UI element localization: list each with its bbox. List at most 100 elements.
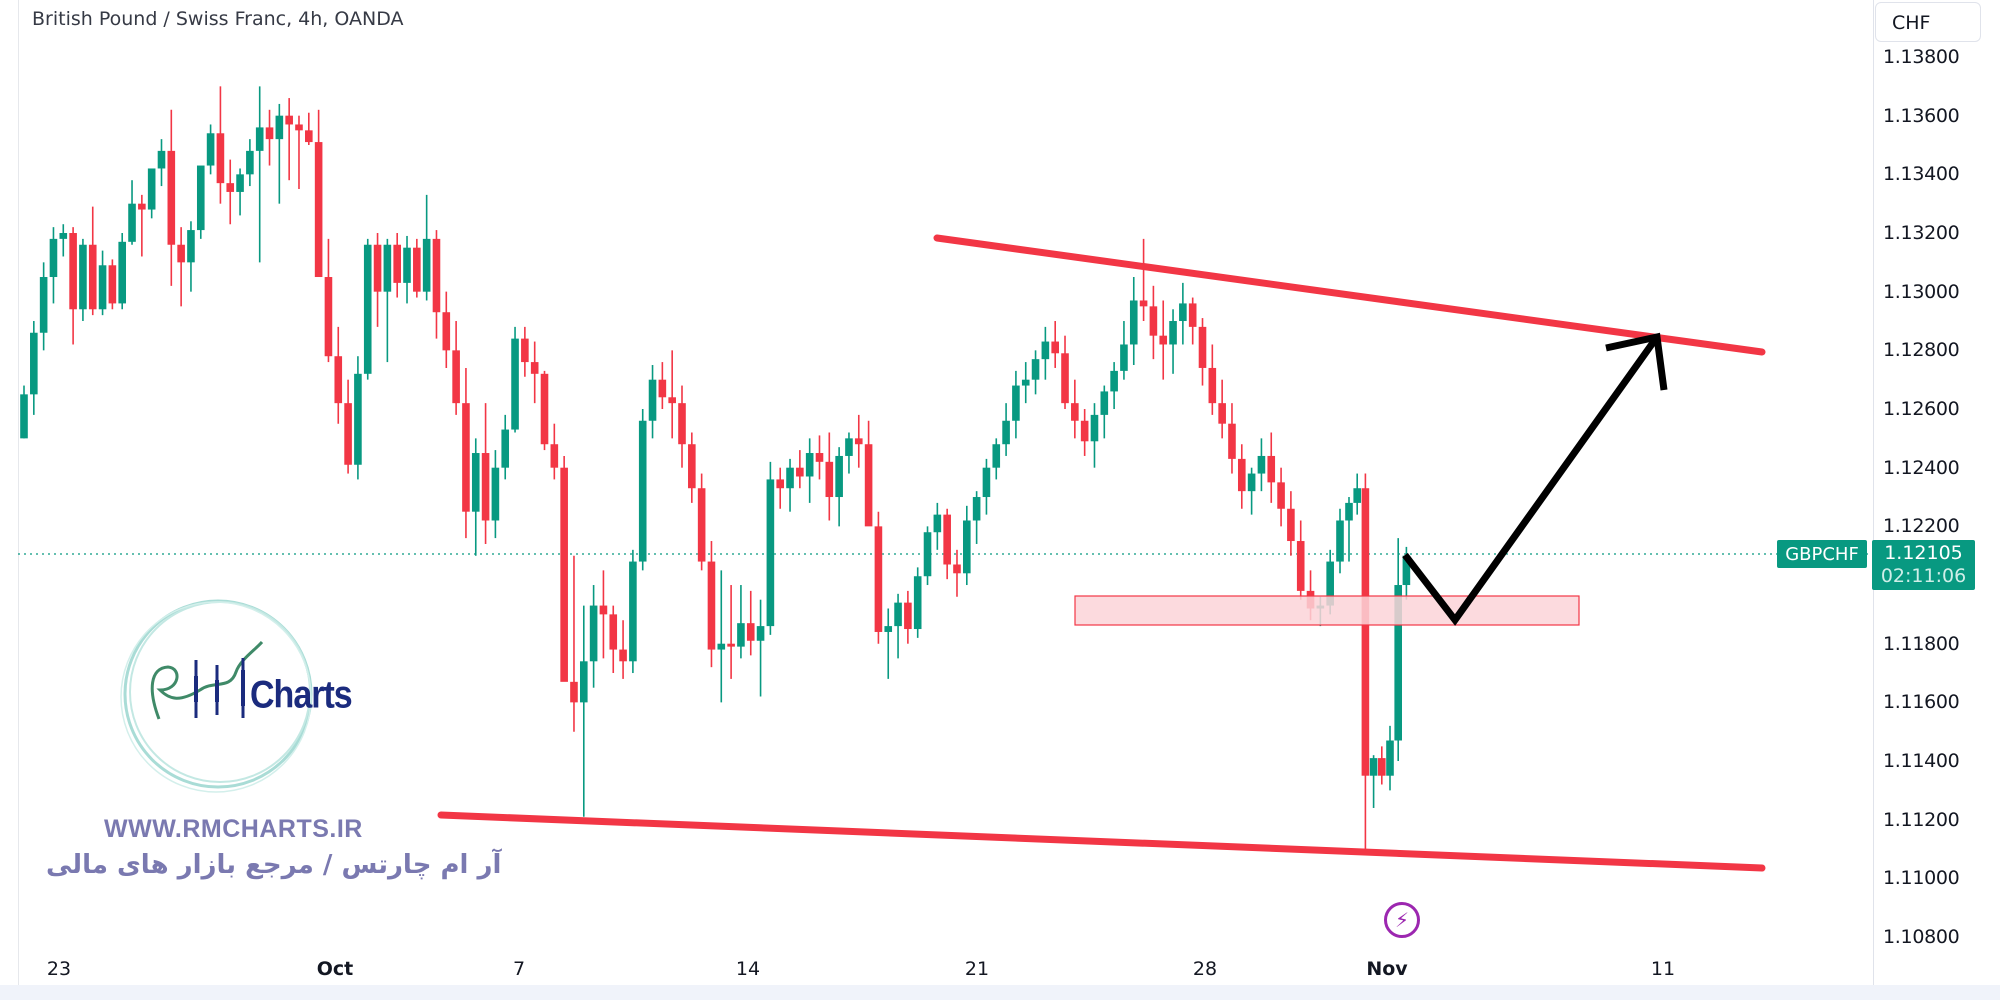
candle [560, 467, 568, 682]
candle [1179, 303, 1187, 322]
support-trendline[interactable] [437, 811, 1766, 872]
candle [1218, 403, 1226, 424]
candle [432, 238, 441, 313]
candle [1237, 458, 1246, 492]
time-tick: 28 [1192, 958, 1218, 980]
candle [805, 453, 814, 477]
candle [481, 453, 490, 521]
resistance-trendline[interactable] [933, 234, 1766, 356]
candle [324, 277, 333, 357]
candle [1041, 341, 1050, 360]
candle [884, 626, 893, 632]
candle [550, 444, 559, 468]
candle [1267, 455, 1276, 483]
symbol-badge: GBPCHF [1777, 540, 1867, 568]
price-axis[interactable] [1873, 0, 2000, 985]
candle [1353, 488, 1361, 503]
candle [226, 183, 235, 192]
logo-wordmark: Charts [250, 673, 353, 717]
price-tick: 1.12400 [1883, 456, 1960, 479]
candle [246, 150, 254, 175]
candle [953, 564, 961, 574]
candle [697, 488, 706, 562]
candle [138, 203, 146, 210]
time-tick: 23 [46, 958, 72, 980]
candle [638, 420, 647, 562]
candle [177, 244, 185, 263]
candle [1120, 344, 1128, 371]
candle [108, 265, 117, 304]
price-tick: 1.11800 [1883, 632, 1960, 655]
candle [462, 403, 470, 512]
candle [1386, 740, 1394, 776]
candle [658, 379, 667, 398]
chart-pane[interactable] [18, 0, 1874, 1000]
time-tick: 21 [964, 958, 990, 980]
candle [265, 127, 274, 140]
bottom-toolbar-strip [0, 985, 2000, 1000]
candle [452, 350, 460, 404]
candle [1061, 353, 1069, 404]
candle [147, 168, 156, 210]
candle [157, 150, 166, 169]
currency-button[interactable]: CHF [1875, 2, 1981, 42]
candle [1228, 423, 1236, 459]
last-price-value: 1.12105 [1884, 542, 1963, 564]
candle [1361, 488, 1370, 776]
price-tick: 1.13200 [1883, 222, 1960, 244]
candle [118, 241, 127, 304]
candle [1149, 306, 1158, 336]
price-tick: 1.12200 [1883, 515, 1960, 538]
candle [766, 479, 775, 627]
chart-title: British Pound / Swiss Franc, 4h, OANDA [32, 8, 404, 30]
candle [894, 602, 902, 627]
candle [963, 520, 971, 574]
candle [1208, 367, 1217, 404]
candle [216, 133, 225, 184]
candle [403, 247, 411, 283]
candle [1326, 561, 1334, 606]
lightning-event-icon[interactable]: ⚡ [1384, 902, 1420, 938]
time-tick: Nov [1366, 958, 1408, 980]
projection-arrow[interactable] [1402, 334, 1660, 626]
candle [393, 244, 401, 283]
candle [943, 514, 951, 565]
demand-zone-rectangle[interactable] [1074, 595, 1580, 626]
candles-group [20, 86, 1344, 817]
candle [1336, 520, 1344, 562]
candle [756, 626, 765, 641]
candle [1277, 482, 1285, 509]
candle [972, 497, 981, 521]
candle [913, 576, 922, 630]
candle [1345, 502, 1353, 521]
candle [1247, 473, 1256, 492]
candle [373, 244, 382, 292]
candle [88, 244, 97, 310]
candle [1051, 341, 1059, 354]
candle [530, 362, 539, 374]
candle [196, 165, 205, 231]
candle [1402, 555, 1411, 586]
candle [796, 467, 804, 477]
time-tick: Oct [316, 958, 354, 980]
rmcharts-logo [120, 599, 313, 793]
candle [678, 403, 686, 445]
candle [1129, 300, 1138, 345]
time-tick: 11 [1650, 958, 1676, 980]
candle [501, 429, 510, 468]
candle [825, 461, 834, 498]
candle [30, 332, 38, 395]
candle [471, 453, 480, 512]
candle [1021, 379, 1030, 386]
price-tick: 1.10800 [1883, 926, 1960, 949]
candle [570, 681, 578, 703]
candle [854, 438, 863, 445]
arrow-head [1605, 332, 1668, 391]
candle [1394, 585, 1402, 741]
candle [992, 444, 1001, 468]
time-axis[interactable] [18, 955, 1873, 985]
candle [589, 605, 598, 662]
candle [511, 338, 519, 430]
candle [904, 602, 912, 630]
